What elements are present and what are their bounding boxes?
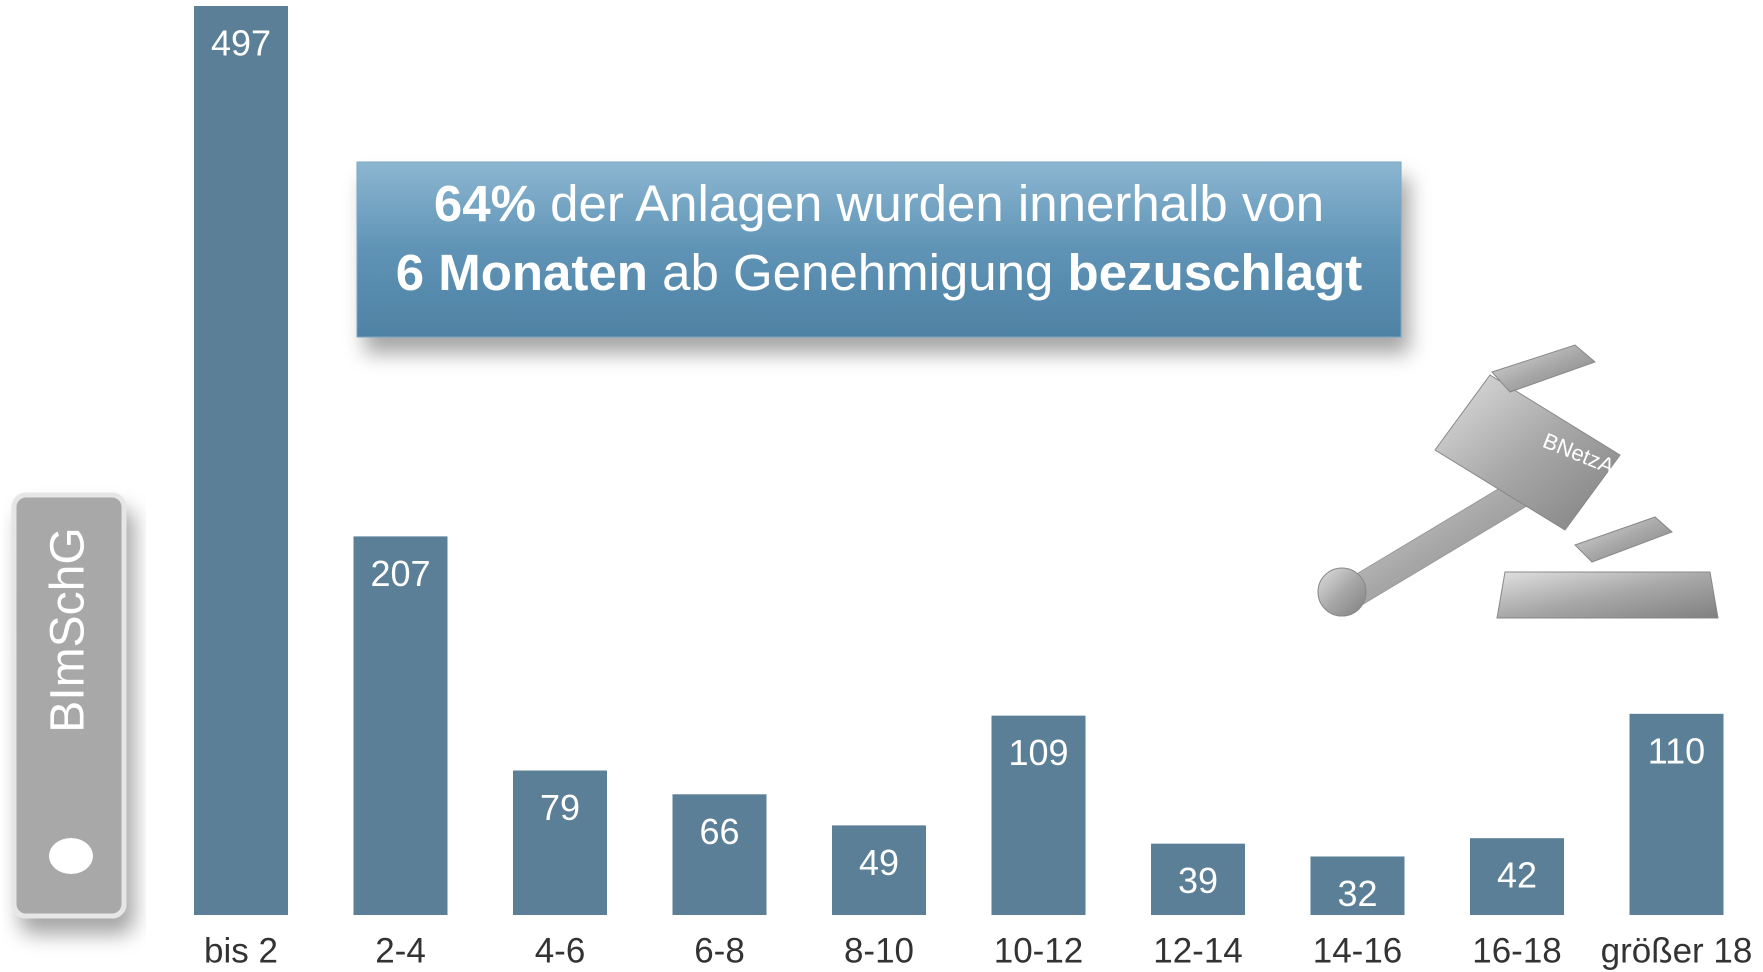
bar [194, 6, 288, 915]
gavel: BNetzA [1317, 344, 1719, 619]
x-tick-label: größer 18 [1601, 931, 1753, 970]
value-label: 207 [370, 553, 430, 594]
value-label: 109 [1008, 732, 1068, 773]
x-tick-label: 8-10 [844, 931, 914, 970]
x-tick-label: 12-14 [1153, 931, 1243, 970]
annotation-run: bezuschlagt [1068, 244, 1363, 301]
value-label: 49 [859, 842, 899, 883]
value-label: 42 [1497, 855, 1537, 896]
annotation-run: 64% [434, 175, 536, 232]
x-tick-label: 4-6 [535, 931, 586, 970]
bar [353, 536, 448, 915]
x-tick-label: bis 2 [204, 931, 278, 970]
annotation-line: 6 Monaten ab Genehmigung bezuschlagt [396, 244, 1363, 301]
bar [1151, 843, 1245, 915]
x-tick-label: 6-8 [694, 931, 745, 970]
value-label: 110 [1648, 730, 1705, 771]
value-label: 497 [211, 23, 271, 64]
annotation-box: 64% der Anlagen wurden innerhalb von 6 M… [356, 161, 1402, 338]
value-label: 66 [699, 811, 739, 852]
side-label: BImSchG [42, 527, 95, 732]
bar [1629, 713, 1724, 915]
bar [991, 715, 1086, 915]
bar [513, 770, 607, 915]
bars: 497 bis 2 207 2-4 79 4-6 66 6-8 49 8-10 109 10-12 39… [194, 6, 1752, 970]
x-tick-label: 16-18 [1472, 931, 1562, 970]
annotation-line: 64% der Anlagen wurden innerhalb von [434, 175, 1324, 232]
value-label: 79 [540, 787, 580, 828]
x-tick-label: 14-16 [1313, 931, 1403, 970]
side-tag: BImSchG [11, 492, 127, 919]
bar [832, 825, 926, 915]
value-label: 32 [1337, 873, 1377, 914]
x-tick-label: 10-12 [994, 931, 1084, 970]
annotation-run: 6 Monaten [396, 244, 648, 301]
annotation-run: der Anlagen wurden innerhalb von [536, 175, 1324, 232]
bar [672, 794, 767, 915]
value-label: 39 [1178, 860, 1218, 901]
annotation-run: ab Genehmigung [648, 244, 1068, 301]
x-tick-label: 2-4 [375, 931, 426, 970]
bar [1470, 838, 1564, 915]
bar [1310, 856, 1405, 915]
